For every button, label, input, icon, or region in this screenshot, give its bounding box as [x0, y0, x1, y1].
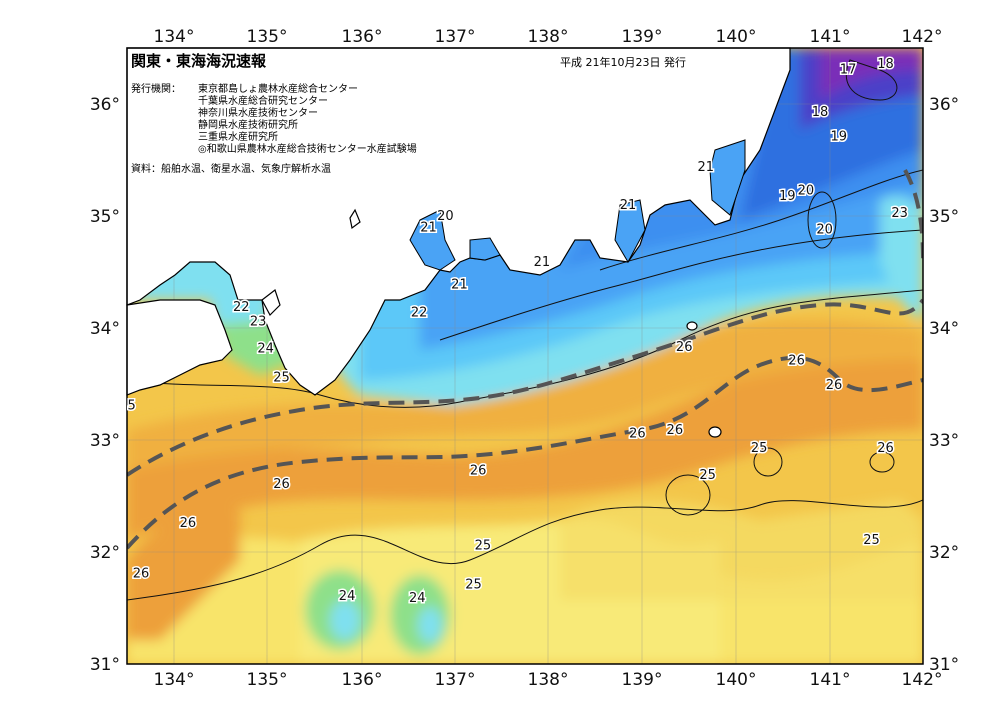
isotherm-label: 19 [779, 189, 796, 204]
lon-labels-top: 134° 135° 136° 137° 138° 139° 140° 141° … [154, 27, 943, 47]
lon-labels-bottom: 134° 135° 136° 137° 138° 139° 140° 141° … [154, 670, 943, 690]
lon-label: 136° [342, 670, 383, 690]
agency-item: 千葉県水産総合研究センター [198, 94, 328, 107]
isotherm-label: 22 [233, 300, 250, 315]
lat-label: 36° [929, 95, 959, 115]
isotherm-label: 26 [133, 566, 150, 581]
isotherm-label: 25 [751, 441, 768, 456]
lat-label: 33° [90, 431, 120, 451]
isotherm-label: 25 [273, 370, 290, 385]
agency-item: 東京都島しょ農林水産総合センター [198, 82, 358, 95]
isotherm-label: 25 [465, 578, 482, 593]
lat-label: 33° [929, 431, 959, 451]
isotherm-label: 25 [699, 468, 716, 483]
agency-label: 発行機関： [131, 82, 181, 95]
isotherm-label: 5 [128, 398, 136, 413]
isotherm-label: 24 [409, 591, 426, 606]
lat-label: 36° [90, 95, 120, 115]
isotherm-label: 20 [437, 209, 454, 224]
isotherm-label: 21 [620, 198, 637, 213]
lon-label: 134° [154, 670, 195, 690]
lat-label: 35° [90, 207, 120, 227]
bays [409, 139, 746, 271]
lat-label: 32° [929, 543, 959, 563]
agency-item: 神奈川県水産技術センター [198, 106, 318, 119]
isotherm-label: 24 [257, 341, 274, 356]
lon-label: 142° [902, 27, 943, 47]
isotherm-label: 21 [534, 255, 551, 270]
isotherm-label: 26 [273, 477, 290, 492]
data-source: 資料：船舶水温、衛星水温、気象庁解析水温 [131, 162, 331, 175]
lat-label: 32° [90, 543, 120, 563]
lon-label: 135° [247, 27, 288, 47]
isotherm-label: 23 [250, 314, 267, 329]
lon-label: 140° [716, 27, 757, 47]
lat-labels-left: 36° 35° 34° 33° 32° 31° [90, 95, 120, 675]
isotherm-label: 22 [411, 305, 428, 320]
isotherm-label: 26 [877, 441, 894, 456]
agency-item: ◎和歌山県農林水産総合技術センター水産試験場 [198, 142, 417, 155]
isotherm-label: 26 [180, 516, 197, 531]
isotherm-label: 18 [812, 105, 829, 120]
agency-item: 三重県水産研究所 [198, 130, 278, 143]
isotherm-label: 25 [475, 538, 492, 553]
land-masses [126, 47, 791, 438]
isotherm-label: 23 [891, 206, 908, 221]
isotherm-label: 18 [877, 57, 894, 72]
isotherm-label: 26 [676, 340, 693, 355]
isotherm-label: 20 [798, 183, 815, 198]
lon-label: 140° [716, 670, 757, 690]
lat-label: 31° [929, 655, 959, 675]
isotherm-label: 26 [470, 463, 487, 478]
lon-label: 141° [810, 27, 851, 47]
lat-label: 34° [90, 319, 120, 339]
isotherm-label: 26 [629, 426, 646, 441]
lon-label: 134° [154, 27, 195, 47]
isotherm-label: 19 [830, 130, 847, 145]
lon-label: 137° [435, 27, 476, 47]
isotherm-label: 26 [667, 423, 684, 438]
lat-label: 34° [929, 319, 959, 339]
isotherm-label: 25 [863, 533, 880, 548]
issue-date: 平成 21年10月23日 発行 [560, 55, 686, 69]
lon-label: 139° [622, 670, 663, 690]
isotherm-label: 21 [451, 277, 468, 292]
lat-label: 35° [929, 207, 959, 227]
lon-label: 142° [902, 670, 943, 690]
lon-label: 139° [622, 27, 663, 47]
lon-label: 138° [528, 670, 569, 690]
isotherm-label: 21 [697, 160, 714, 175]
isotherm-label: 24 [339, 589, 356, 604]
map-title: 関東・東海海況速報 [131, 52, 267, 70]
isotherm-label: 26 [826, 378, 843, 393]
lat-label: 31° [90, 655, 120, 675]
lon-label: 137° [435, 670, 476, 690]
lon-label: 135° [247, 670, 288, 690]
lon-label: 141° [810, 670, 851, 690]
isotherm-label: 26 [788, 354, 805, 369]
map-frame [126, 47, 924, 665]
lon-label: 138° [528, 27, 569, 47]
isotherm-label: 17 [840, 62, 857, 77]
agency-item: 静岡県水産技術研究所 [198, 118, 298, 131]
isotherm-label: 20 [816, 223, 833, 238]
lat-labels-right: 36° 35° 34° 33° 32° 31° [929, 95, 959, 675]
isotherm-label: 21 [420, 220, 437, 235]
lon-label: 136° [342, 27, 383, 47]
